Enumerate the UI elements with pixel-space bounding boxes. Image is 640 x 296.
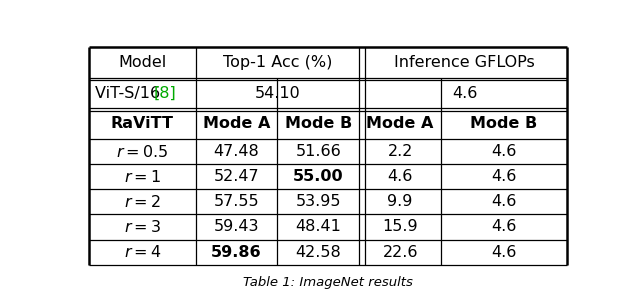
Text: 51.66: 51.66 <box>296 144 341 159</box>
Text: 2.2: 2.2 <box>387 144 413 159</box>
Text: 9.9: 9.9 <box>387 194 413 209</box>
Text: 4.6: 4.6 <box>492 244 516 260</box>
Text: $r = 3$: $r = 3$ <box>124 219 161 235</box>
Text: 59.43: 59.43 <box>214 219 259 234</box>
Text: 55.00: 55.00 <box>293 169 344 184</box>
Text: 42.58: 42.58 <box>296 244 341 260</box>
Text: 15.9: 15.9 <box>382 219 418 234</box>
Text: $r = 1$: $r = 1$ <box>124 169 161 185</box>
Text: Table 1: ImageNet results: Table 1: ImageNet results <box>243 276 413 289</box>
Text: $r = 2$: $r = 2$ <box>124 194 161 210</box>
Text: 4.6: 4.6 <box>387 169 413 184</box>
Text: Model: Model <box>118 55 166 70</box>
Text: [8]: [8] <box>154 86 176 101</box>
Text: Mode B: Mode B <box>285 116 352 131</box>
Text: Mode B: Mode B <box>470 116 538 131</box>
Text: $r = 4$: $r = 4$ <box>124 244 161 260</box>
Text: Mode A: Mode A <box>203 116 270 131</box>
Text: 4.6: 4.6 <box>492 219 516 234</box>
Text: 59.86: 59.86 <box>211 244 262 260</box>
Text: 54.10: 54.10 <box>255 86 300 101</box>
Text: 53.95: 53.95 <box>296 194 341 209</box>
Text: 57.55: 57.55 <box>214 194 259 209</box>
Text: $r = 0.5$: $r = 0.5$ <box>116 144 168 160</box>
Text: 4.6: 4.6 <box>452 86 477 101</box>
Text: Inference GFLOPs: Inference GFLOPs <box>394 55 535 70</box>
Text: 4.6: 4.6 <box>492 144 516 159</box>
Text: 4.6: 4.6 <box>492 169 516 184</box>
Text: Mode A: Mode A <box>367 116 434 131</box>
Text: 22.6: 22.6 <box>383 244 418 260</box>
Text: ViT-S/16: ViT-S/16 <box>95 86 165 101</box>
Text: 47.48: 47.48 <box>214 144 259 159</box>
Text: RaViTT: RaViTT <box>111 116 173 131</box>
Text: Top-1 Acc (%): Top-1 Acc (%) <box>223 55 332 70</box>
Text: 4.6: 4.6 <box>492 194 516 209</box>
Text: 48.41: 48.41 <box>296 219 341 234</box>
Text: 52.47: 52.47 <box>214 169 259 184</box>
